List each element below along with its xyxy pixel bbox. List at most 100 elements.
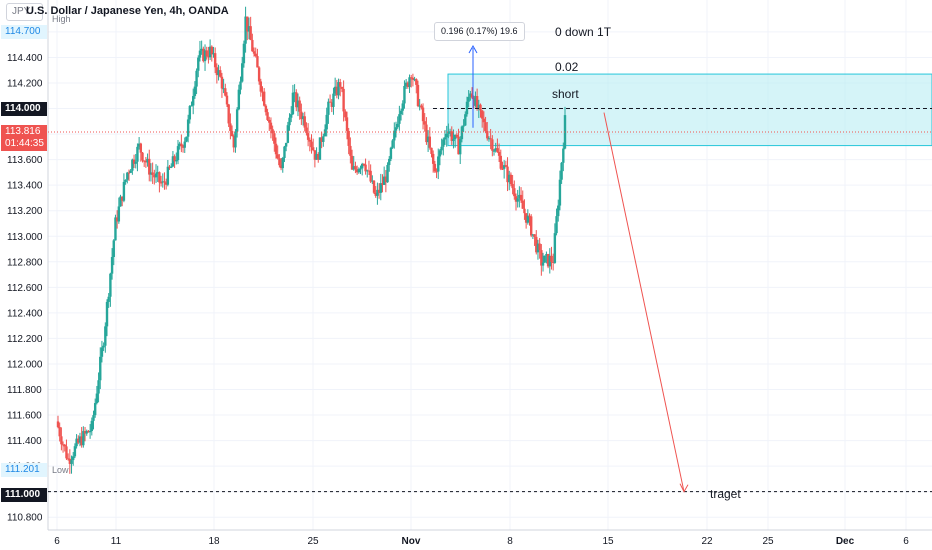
candle-body <box>104 326 107 346</box>
high-price-box: 114.700 <box>1 25 47 39</box>
candle-body <box>479 104 482 111</box>
y-tick-label: 113.200 <box>7 206 43 217</box>
symbol-badge[interactable]: JPY <box>6 3 43 21</box>
candle-body <box>333 86 337 94</box>
candle-body <box>190 105 193 107</box>
candle-body <box>256 56 259 68</box>
y-tick-label: 113.000 <box>7 232 43 243</box>
candle-body <box>345 117 349 131</box>
measure-tooltip: 0.196 (0.17%) 19.6 <box>434 22 525 41</box>
candle-body <box>367 170 371 172</box>
candle-body <box>237 89 241 110</box>
candle-body <box>410 77 413 79</box>
candle-body <box>361 163 364 169</box>
candle-body <box>110 257 114 274</box>
candle-body <box>399 110 403 115</box>
candle-body <box>553 233 557 263</box>
candle-body <box>58 427 61 437</box>
candle-body <box>418 105 421 107</box>
x-tick-label: Nov <box>402 536 421 547</box>
candle-body <box>337 82 340 96</box>
x-tick-label: 11 <box>111 536 122 547</box>
candle-body <box>180 143 183 147</box>
candle-body <box>381 183 384 185</box>
candle-body <box>366 170 369 172</box>
candle-body <box>105 301 109 327</box>
candle-body <box>93 403 97 416</box>
candle-body <box>350 155 354 170</box>
candle-body <box>212 53 215 55</box>
candle-body <box>480 110 484 119</box>
candle-body <box>286 125 290 143</box>
candle-body <box>244 16 247 44</box>
candle-body <box>426 136 430 143</box>
down-label: 0 down 1T <box>555 25 612 39</box>
candle-body <box>293 92 296 94</box>
candle-body <box>465 101 469 115</box>
candle-body <box>102 345 105 348</box>
candle-body <box>242 43 246 64</box>
candle-body <box>188 106 192 120</box>
candle-body <box>283 146 286 158</box>
candle-body <box>234 131 237 148</box>
candle-body <box>73 446 77 457</box>
candle-body <box>268 119 271 123</box>
low-label: Low <box>52 465 69 475</box>
candle-body <box>330 102 333 107</box>
candle-body <box>291 92 295 115</box>
candle-body <box>540 250 543 266</box>
candle-body <box>121 196 124 201</box>
candle-body <box>344 111 347 118</box>
candle-body <box>129 170 132 173</box>
candle-body <box>545 254 548 256</box>
candle-body <box>78 436 82 443</box>
candle-body <box>219 70 222 77</box>
candle-body <box>536 243 540 253</box>
candle-body <box>72 456 75 461</box>
candle-body <box>266 112 269 120</box>
candle-body <box>389 147 393 159</box>
candle-body <box>445 133 448 138</box>
candle-body <box>364 164 367 172</box>
candle-body <box>323 129 327 137</box>
candle-body <box>99 356 102 381</box>
candle-body <box>163 181 166 183</box>
candle-body <box>396 123 399 128</box>
candle-body <box>154 173 158 178</box>
candle-body <box>533 234 536 237</box>
candle-body <box>474 96 477 106</box>
candle-body <box>349 145 352 156</box>
low-price-value: 111.201 <box>5 464 40 475</box>
candle-body <box>475 96 479 109</box>
candle-body <box>273 133 276 144</box>
candle-body <box>183 141 186 148</box>
candle-body <box>92 415 95 421</box>
candle-body <box>203 50 207 62</box>
y-tick-label: 112.600 <box>7 283 43 294</box>
candle-body <box>484 122 487 131</box>
candle-body <box>437 156 440 172</box>
candle-body <box>494 148 497 151</box>
candle-body <box>229 123 232 131</box>
candle-body <box>126 172 129 180</box>
level-114-box: 114.000 <box>1 102 47 116</box>
candle-body <box>192 96 195 106</box>
candle-body <box>403 85 406 104</box>
candle-body <box>97 380 100 394</box>
candle-body <box>224 88 227 96</box>
candle-body <box>208 46 212 58</box>
level-111-value: 111.000 <box>5 489 41 500</box>
candle-body <box>415 79 418 85</box>
candle-body <box>501 168 504 170</box>
y-tick-label: 110.800 <box>7 513 43 524</box>
candle-body <box>276 154 279 159</box>
y-tick-label: 112.800 <box>7 257 43 268</box>
measure-arrowhead <box>468 44 478 54</box>
candle-body <box>68 458 72 464</box>
candle-body <box>425 124 428 143</box>
candle-body <box>137 143 141 147</box>
candle-body <box>298 100 301 112</box>
candle-body <box>131 159 134 171</box>
candle-body <box>391 140 394 148</box>
